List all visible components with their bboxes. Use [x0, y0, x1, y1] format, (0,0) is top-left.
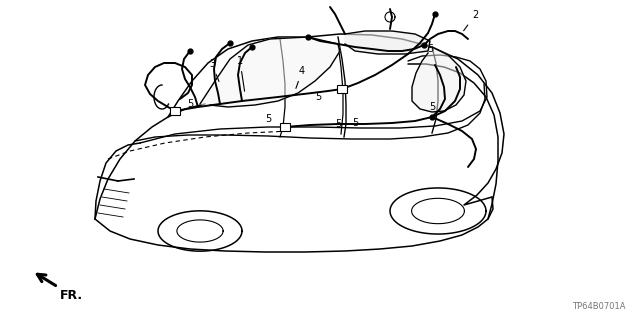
Text: 5: 5	[315, 92, 321, 102]
Text: 2: 2	[463, 10, 478, 31]
Text: 5: 5	[187, 99, 193, 109]
Bar	[337, 85, 347, 93]
Text: FR.: FR.	[60, 289, 83, 302]
Text: 5: 5	[429, 102, 435, 112]
Polygon shape	[412, 47, 466, 112]
Text: 5: 5	[427, 44, 433, 54]
Bar	[170, 107, 180, 115]
Text: 5: 5	[265, 114, 271, 124]
Text: 3: 3	[209, 59, 219, 81]
Text: TP64B0701A: TP64B0701A	[573, 302, 626, 311]
Polygon shape	[200, 37, 340, 107]
Bar	[280, 123, 290, 131]
Text: 5: 5	[335, 119, 341, 129]
Text: 5: 5	[352, 118, 358, 128]
Text: 1: 1	[237, 56, 244, 91]
Polygon shape	[345, 31, 430, 54]
Text: 4: 4	[296, 66, 305, 88]
